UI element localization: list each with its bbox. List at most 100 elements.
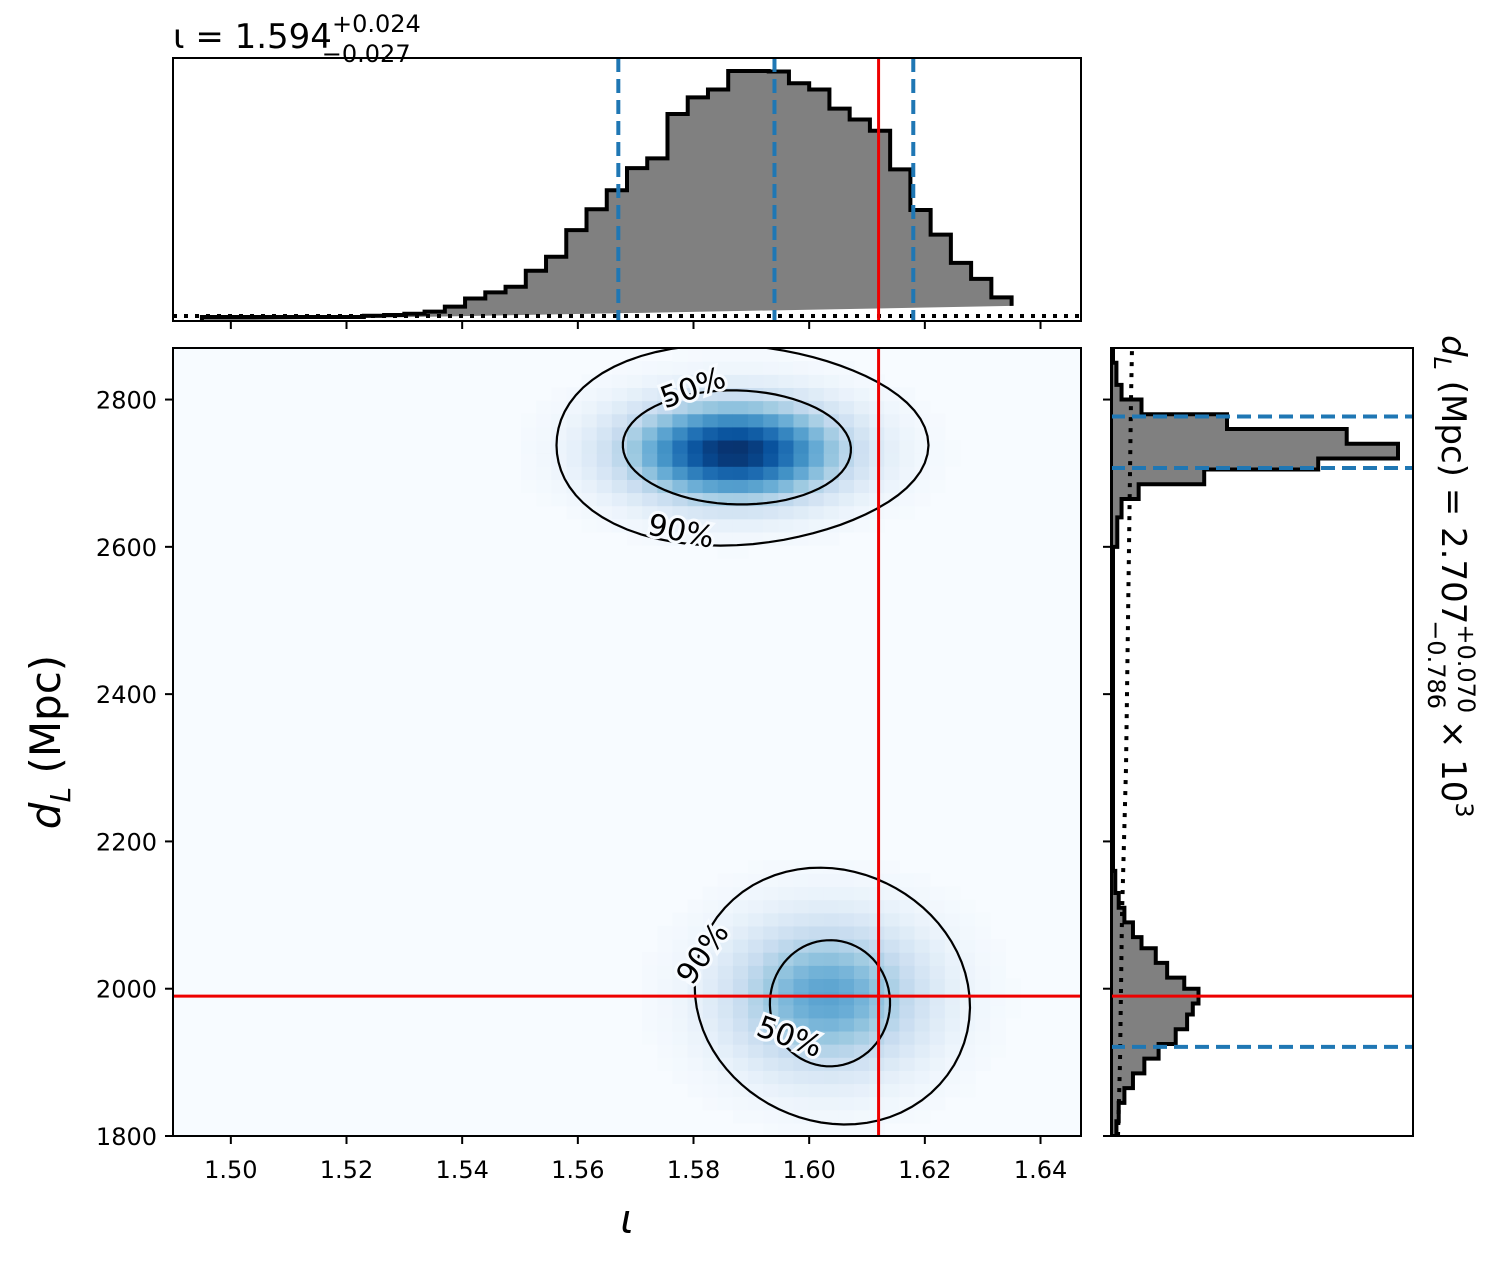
heatmap-cell xyxy=(914,439,931,454)
heatmap-cell xyxy=(702,1057,719,1071)
heatmap-cell xyxy=(702,952,719,966)
heatmap-cell xyxy=(732,1057,749,1071)
heatmap-cell xyxy=(914,952,931,966)
heatmap-cell xyxy=(899,1004,916,1019)
heatmap-cell xyxy=(687,925,704,940)
heatmap-cell xyxy=(763,912,779,927)
heatmap-cell xyxy=(914,466,931,480)
heatmap-cell xyxy=(748,991,764,1006)
heatmap-cell xyxy=(808,439,825,454)
heatmap-cell xyxy=(566,492,583,507)
heatmap-cell xyxy=(717,518,734,533)
heatmap-cell xyxy=(717,439,734,454)
heatmap-cell xyxy=(929,925,946,940)
heatmap-cell xyxy=(793,1070,810,1085)
heatmap-cell xyxy=(536,479,552,494)
heatmap-cell xyxy=(914,939,931,953)
heatmap-cell xyxy=(717,1070,734,1085)
heatmap-cell xyxy=(763,361,779,375)
heatmap-cell xyxy=(929,991,946,1006)
heatmap-cell xyxy=(838,1004,855,1019)
heatmap-cell xyxy=(732,1017,749,1032)
heatmap-cell xyxy=(763,978,779,993)
heatmap-cell xyxy=(748,505,764,520)
heatmap-cell xyxy=(823,912,840,927)
heatmap-cell xyxy=(672,361,689,375)
heatmap-cell xyxy=(642,965,658,979)
heatmap-cell xyxy=(854,505,870,520)
iota-histogram-bars xyxy=(199,69,1014,321)
heatmap-cell xyxy=(884,426,900,441)
heatmap-cell xyxy=(596,479,613,494)
heatmap-cell xyxy=(717,1044,734,1058)
heatmap-cell xyxy=(1005,991,1022,1006)
heatmap-cell xyxy=(884,413,900,428)
heatmap-cell xyxy=(672,991,689,1006)
heatmap-cell xyxy=(627,439,643,454)
heatmap-cell xyxy=(808,1122,825,1136)
heatmap-cell xyxy=(869,925,885,940)
heatmap-cell xyxy=(521,466,537,480)
heatmap-cell xyxy=(944,1017,961,1032)
heatmap-cell xyxy=(732,400,749,415)
heatmap-cell xyxy=(854,1096,870,1111)
heatmap-cell xyxy=(823,374,840,388)
heatmap-cell xyxy=(778,873,795,888)
heatmap-cell xyxy=(808,952,825,966)
heatmap-cell xyxy=(793,965,810,979)
heatmap-cell xyxy=(793,453,810,467)
heatmap-cell xyxy=(914,978,931,993)
heatmap-cell xyxy=(869,413,885,428)
heatmap-cell xyxy=(748,1070,764,1085)
heatmap-cell xyxy=(717,925,734,940)
heatmap-cell xyxy=(536,453,552,467)
heatmap-cell xyxy=(732,1030,749,1045)
heatmap-cell xyxy=(627,361,643,375)
heatmap-cell xyxy=(763,453,779,467)
heatmap-cell xyxy=(823,453,840,467)
heatmap-cell xyxy=(808,1070,825,1085)
heatmap-cell xyxy=(944,1083,961,1098)
heatmap-cell xyxy=(611,492,628,507)
heatmap-cell xyxy=(929,912,946,927)
heatmap-cell xyxy=(702,453,719,467)
heatmap-cell xyxy=(975,952,991,966)
heatmap-cell xyxy=(672,505,689,520)
heatmap-cell xyxy=(944,978,961,993)
heatmap-cell xyxy=(702,1030,719,1045)
heatmap-cell xyxy=(732,991,749,1006)
heatmap-cell xyxy=(763,952,779,966)
heatmap-cell xyxy=(763,413,779,428)
heatmap-cell xyxy=(929,466,946,480)
heatmap-cell xyxy=(929,899,946,914)
heatmap-cell xyxy=(899,1017,916,1032)
heatmap-cell xyxy=(672,426,689,441)
x-tick-label: 1.64 xyxy=(1014,1156,1067,1184)
heatmap-cell xyxy=(884,1030,900,1045)
heatmap-cell xyxy=(838,479,855,494)
heatmap-cell xyxy=(793,1017,810,1032)
heatmap-cell xyxy=(944,1004,961,1019)
heatmap-cell xyxy=(657,453,673,467)
heatmap-cell xyxy=(899,1030,916,1045)
heatmap-cell xyxy=(899,505,916,520)
joint-frame xyxy=(172,347,1082,1137)
heatmap-cell xyxy=(672,1030,689,1045)
heatmap-cell xyxy=(581,479,598,494)
heatmap-cell xyxy=(732,1004,749,1019)
heatmap-cell xyxy=(823,531,840,546)
heatmap-cell xyxy=(899,925,916,940)
heatmap-cell xyxy=(944,1044,961,1058)
heatmap-cell xyxy=(869,952,885,966)
heatmap-cell xyxy=(778,453,795,467)
heatmap-cell xyxy=(657,413,673,428)
heatmap-cell xyxy=(778,1070,795,1085)
heatmap-cell xyxy=(975,1057,991,1071)
heatmap-cell xyxy=(793,387,810,402)
heatmap-cell xyxy=(642,387,658,402)
heatmap-cell xyxy=(566,426,583,441)
heatmap-cell xyxy=(717,873,734,888)
heatmap-cell xyxy=(672,348,689,362)
x-axis-label: ι xyxy=(620,1197,634,1243)
heatmap-cell xyxy=(763,505,779,520)
